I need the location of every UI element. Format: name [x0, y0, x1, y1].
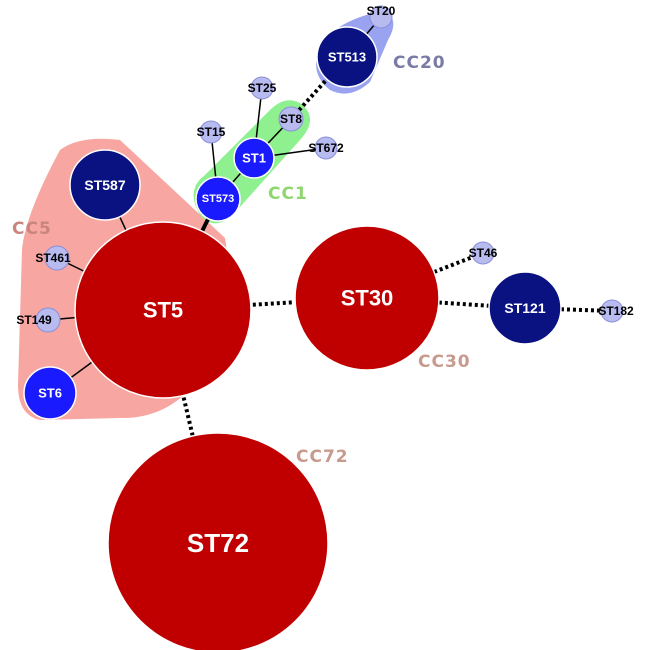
node-st5: ST5 — [74, 221, 252, 399]
node-st30-label: ST30 — [341, 286, 394, 311]
node-st149-circle — [35, 307, 61, 333]
node-st30-circle — [294, 225, 440, 371]
node-st182: ST182 — [598, 299, 634, 323]
node-st513: ST513 — [316, 26, 378, 88]
node-st149: ST149 — [16, 307, 61, 333]
node-st15-circle — [199, 120, 223, 144]
node-st573-circle — [195, 176, 241, 222]
node-st15: ST15 — [197, 120, 226, 144]
node-st1-circle — [233, 137, 275, 179]
node-st6-label: ST6 — [38, 386, 62, 401]
node-st8-label: ST8 — [280, 112, 302, 126]
cc30-label: CC30 — [418, 352, 471, 372]
node-st6: ST6 — [23, 366, 77, 420]
node-st8-circle — [278, 106, 304, 132]
node-st15-label: ST15 — [197, 125, 226, 139]
node-st72: ST72 — [107, 432, 329, 650]
node-st587-label: ST587 — [84, 177, 125, 193]
node-st1-label: ST1 — [242, 151, 266, 166]
node-st461-label: ST461 — [35, 251, 71, 265]
node-st182-label: ST182 — [598, 304, 634, 318]
cc1-label: CC1 — [268, 184, 308, 204]
node-st573-label: ST573 — [202, 193, 234, 205]
node-st46-label: ST46 — [469, 246, 498, 260]
node-st461-circle — [44, 245, 70, 271]
node-st20-label: ST20 — [367, 4, 396, 18]
clonal-complex-labels: CC5 CC1 CC20 CC30 CC72 — [12, 53, 471, 467]
node-st672-label: ST672 — [308, 141, 344, 155]
node-st46: ST46 — [469, 241, 498, 265]
node-st1: ST1 — [233, 137, 275, 179]
cc5-label: CC5 — [12, 219, 52, 239]
node-st8: ST8 — [278, 106, 304, 132]
node-st30: ST30 — [294, 225, 440, 371]
cc72-label: CC72 — [296, 447, 349, 467]
node-st5-label: ST5 — [143, 298, 183, 323]
node-st20-circle — [369, 5, 393, 29]
node-st513-label: ST513 — [328, 50, 366, 65]
node-st25-circle — [250, 76, 274, 100]
node-st573: ST573 — [195, 176, 241, 222]
node-st149-label: ST149 — [16, 313, 52, 327]
node-st25-label: ST25 — [248, 81, 277, 95]
node-st5-circle — [74, 221, 252, 399]
node-st672-circle — [314, 136, 338, 160]
node-st672: ST672 — [308, 136, 344, 160]
node-st121-circle — [488, 271, 562, 345]
node-st513-circle — [316, 26, 378, 88]
node-st121-label: ST121 — [504, 300, 545, 316]
node-st25: ST25 — [248, 76, 277, 100]
node-st6-circle — [23, 366, 77, 420]
node-st20: ST20 — [367, 4, 396, 29]
node-st46-circle — [471, 241, 495, 265]
node-st72-circle — [107, 432, 329, 650]
cc20-label: CC20 — [393, 53, 446, 73]
node-st461: ST461 — [35, 245, 71, 271]
node-st587: ST587 — [69, 149, 141, 221]
node-st182-circle — [600, 299, 624, 323]
node-st121: ST121 — [488, 271, 562, 345]
node-st587-circle — [69, 149, 141, 221]
edge-st8-st513 — [289, 55, 349, 121]
nodes: ST5 ST72 ST30 ST587 ST121 ST513 ST6 ST1 ST573 ST4… — [16, 4, 634, 650]
node-st72-label: ST72 — [187, 528, 249, 558]
